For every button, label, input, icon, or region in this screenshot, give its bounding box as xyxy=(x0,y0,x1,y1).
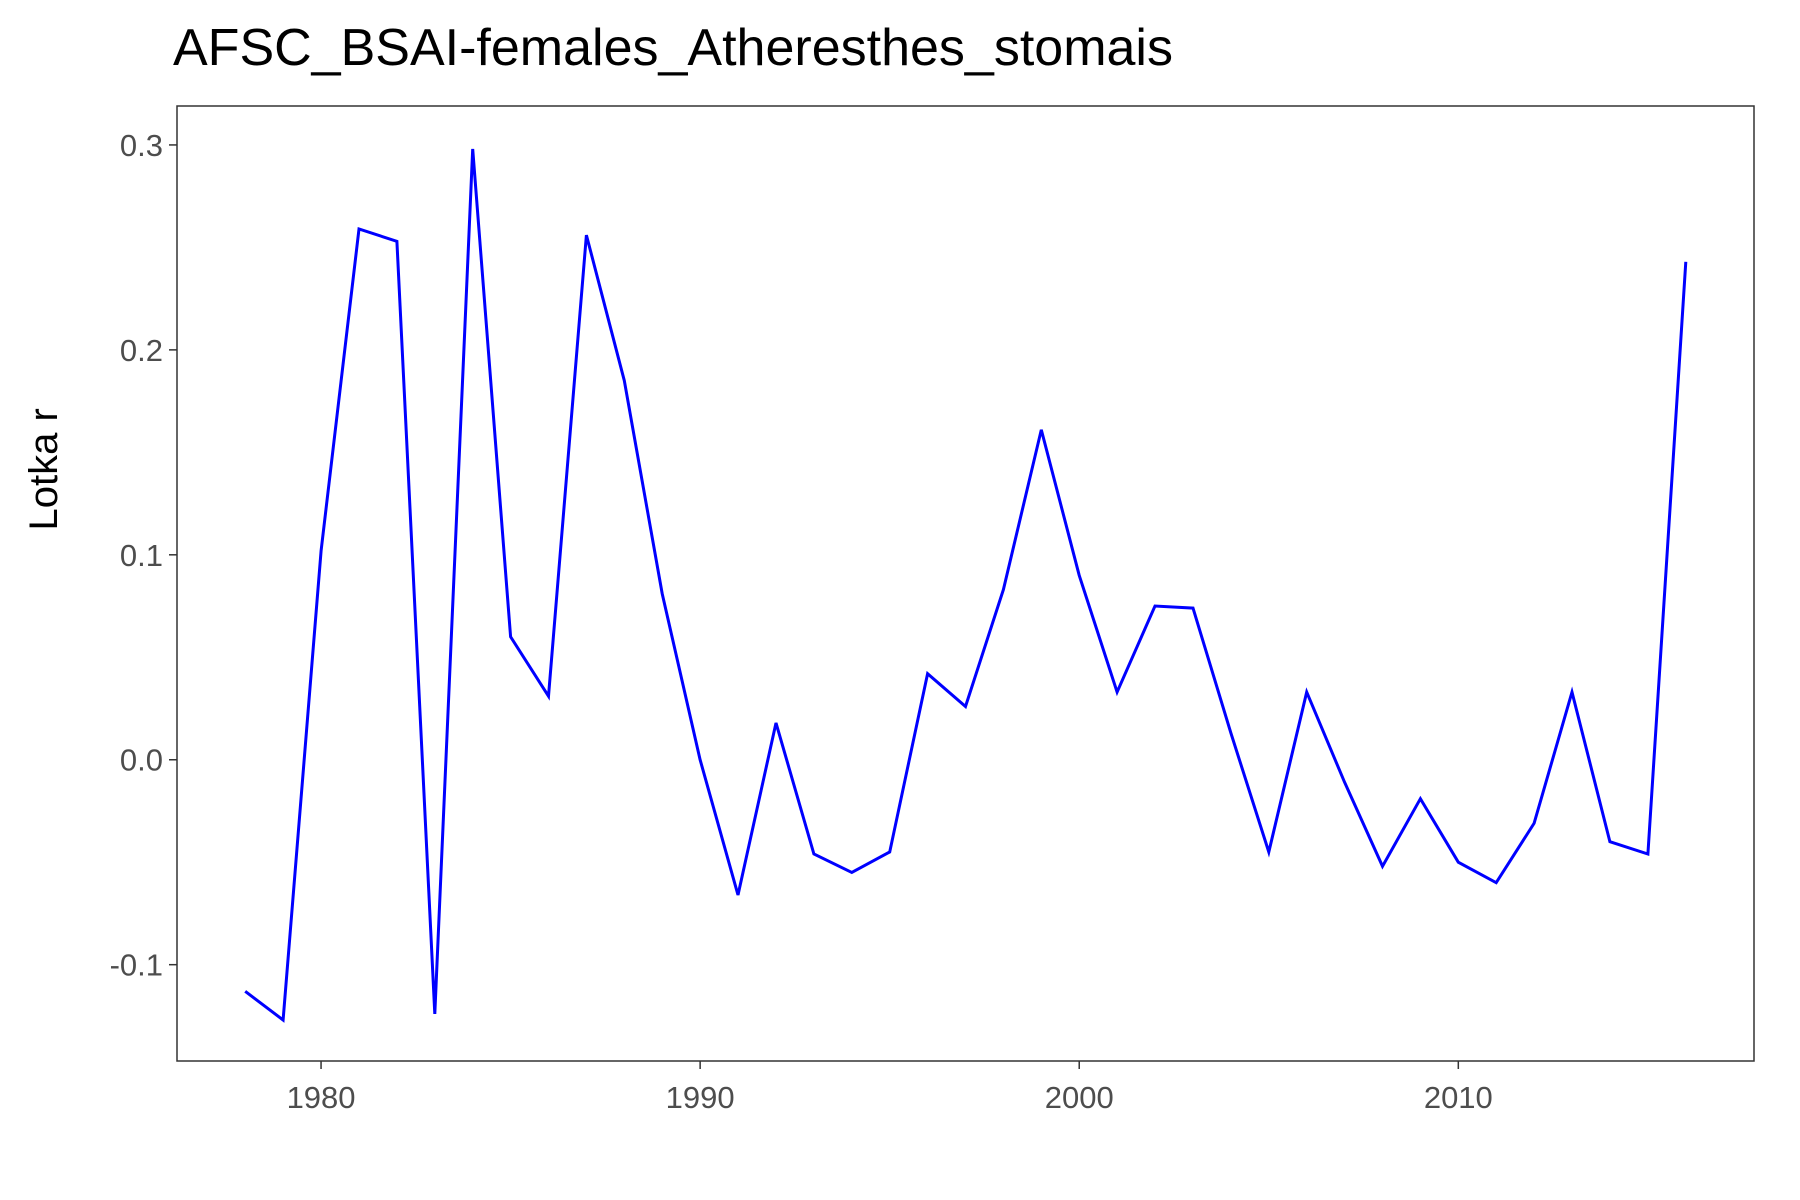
y-tick-label: 0.2 xyxy=(120,333,163,368)
series-line xyxy=(244,148,1688,1023)
x-axis: 1980 1990 2000 2010 xyxy=(287,1061,1493,1115)
x-tick-label: 2000 xyxy=(1045,1080,1114,1115)
series-layer xyxy=(244,148,1688,1023)
chart-title: AFSC_BSAI-females_Atheresthes_stomais xyxy=(173,19,1173,77)
x-tick-label: 1990 xyxy=(666,1080,735,1115)
y-axis: -0.1 0.0 0.1 0.2 0.3 xyxy=(110,128,177,983)
y-tick-label: 0.0 xyxy=(120,743,163,778)
plot-panel-border xyxy=(176,105,1755,1062)
y-tick-label: -0.1 xyxy=(110,948,163,983)
x-tick-label: 1980 xyxy=(287,1080,356,1115)
y-tick-label: 0.1 xyxy=(120,538,163,573)
y-tick-label: 0.3 xyxy=(120,128,163,163)
x-tick-label: 2010 xyxy=(1424,1080,1493,1115)
